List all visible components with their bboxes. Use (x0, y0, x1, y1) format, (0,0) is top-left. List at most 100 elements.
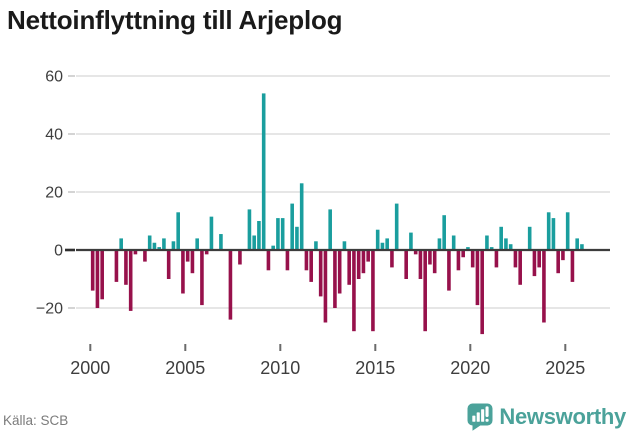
bar-2010-q3 (290, 203, 294, 250)
bar-2011-q3 (309, 250, 313, 282)
bar-2024-q3 (556, 250, 560, 274)
x-axis-label: 2020 (450, 358, 490, 378)
bar-2005-q4 (200, 250, 204, 306)
bar-2003-q2 (152, 242, 157, 250)
bar-2007-q2 (228, 250, 233, 320)
bar-2017-q1 (413, 250, 418, 255)
bar-2021-q1 (489, 247, 494, 250)
bar-2020-q1 (470, 250, 475, 268)
bar-2018-q4 (447, 250, 451, 291)
bar-2018-q2 (437, 238, 442, 250)
bar-2018-q1 (432, 250, 437, 274)
bar-2010-q1 (280, 218, 285, 250)
bar-2023-q4 (542, 250, 546, 323)
bar-2003-q4 (162, 238, 166, 250)
bar-2004-q3 (176, 212, 180, 250)
bar-2019-q1 (451, 235, 456, 250)
bar-2016-q1 (394, 203, 399, 250)
bar-2012-q4 (333, 250, 337, 308)
bar-2020-q4 (485, 235, 489, 250)
bar-2016-q4 (409, 232, 413, 250)
bar-2008-q2 (247, 209, 252, 250)
bar-2018-q3 (442, 215, 446, 250)
bar-2003-q1 (147, 235, 152, 250)
bar-2024-q4 (561, 250, 565, 261)
bar-2003-q3 (157, 247, 161, 250)
bar-2025-q1 (565, 212, 570, 250)
bar-2000-q2 (95, 250, 100, 308)
bar-2022-q2 (513, 250, 518, 268)
y-axis-label: 40 (45, 127, 63, 144)
bar-2022-q3 (518, 250, 522, 285)
bar-2012-q1 (318, 250, 323, 297)
y-axis-label: 0 (54, 243, 63, 260)
bar-2012-q2 (323, 250, 328, 323)
bar-2000-q1 (90, 250, 95, 291)
bar-2013-q2 (342, 241, 347, 250)
bar-2009-q2 (266, 250, 271, 271)
bar-2019-q3 (461, 250, 465, 258)
bar-2005-q3 (195, 238, 199, 250)
bar-2001-q2 (114, 250, 119, 282)
bar-2021-q2 (494, 250, 499, 268)
bar-2010-q4 (295, 226, 299, 250)
bar-2005-q2 (190, 250, 195, 274)
bar-2004-q4 (181, 250, 185, 294)
bar-2023-q2 (532, 250, 537, 277)
bar-2016-q3 (404, 250, 408, 279)
bar-2023-q1 (527, 226, 532, 250)
bar-2017-q3 (423, 250, 427, 332)
bar-2004-q1 (166, 250, 171, 279)
y-axis-label: 20 (45, 185, 63, 202)
bar-2006-q2 (209, 216, 214, 250)
bar-2007-q4 (238, 250, 242, 265)
brand-name: Newsworthy (499, 404, 626, 429)
bar-2001-q4 (124, 250, 128, 285)
bar-2000-q3 (100, 250, 104, 300)
bar-2020-q2 (475, 250, 480, 306)
bar-2009-q1 (261, 93, 266, 251)
bar-2002-q2 (133, 250, 138, 255)
bar-2011-q2 (304, 250, 309, 271)
bar-2011-q1 (299, 183, 304, 250)
bar-2019-q2 (456, 250, 461, 271)
bar-2010-q2 (285, 250, 290, 271)
bar-2001-q3 (119, 238, 123, 250)
source-text: Källa: SCB (3, 413, 69, 428)
bar-2015-q2 (380, 242, 385, 250)
newsworthy-logo-icon (466, 402, 494, 431)
bar-2015-q1 (375, 229, 380, 250)
bar-2014-q3 (366, 250, 370, 262)
bar-2013-q3 (347, 250, 351, 285)
bar-2020-q3 (480, 250, 484, 335)
bar-2013-q1 (337, 250, 342, 294)
bar-2021-q3 (499, 226, 503, 250)
bar-2017-q4 (428, 250, 432, 265)
x-axis-label: 2000 (70, 358, 110, 378)
bar-2008-q3 (252, 235, 256, 250)
bar-2009-q3 (271, 245, 275, 250)
bar-2012-q3 (328, 209, 332, 250)
bar-2014-q2 (361, 250, 366, 274)
y-axis-label: 60 (45, 69, 63, 86)
brand-footer: Newsworthy (466, 402, 626, 431)
bar-2006-q4 (219, 234, 223, 250)
bar-2002-q1 (128, 250, 133, 311)
y-axis-label: −20 (36, 301, 63, 318)
chart-title: Nettoinflyttning till Arjeplog (7, 5, 343, 35)
bar-2023-q3 (537, 250, 541, 268)
bar-2002-q4 (143, 250, 147, 262)
x-axis-label: 2025 (545, 358, 585, 378)
x-axis-label: 2010 (260, 358, 300, 378)
x-axis-label: 2005 (165, 358, 205, 378)
bar-2021-q4 (504, 238, 508, 250)
bar-2017-q2 (418, 250, 423, 279)
bar-2008-q4 (257, 221, 261, 250)
bar-2025-q3 (575, 238, 579, 250)
bar-2004-q2 (171, 241, 176, 250)
bar-2024-q1 (546, 212, 551, 250)
bar-2014-q1 (356, 250, 361, 279)
bar-2025-q4 (580, 244, 584, 250)
